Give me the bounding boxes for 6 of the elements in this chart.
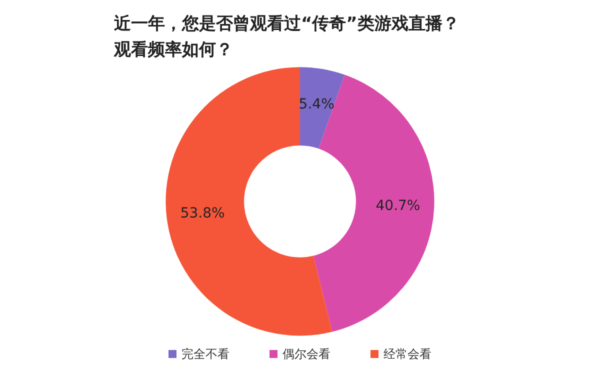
data-label: 53.8% — [180, 205, 225, 222]
legend-label: 偶尔会看 — [282, 347, 330, 361]
legend-label: 完全不看 — [182, 347, 230, 361]
chart-title: 近一年，您是否曾观看过“传奇”类游戏直播？观看频率如何？ — [113, 14, 460, 60]
data-label: 40.7% — [376, 198, 420, 214]
legend-label: 经常会看 — [384, 347, 432, 361]
